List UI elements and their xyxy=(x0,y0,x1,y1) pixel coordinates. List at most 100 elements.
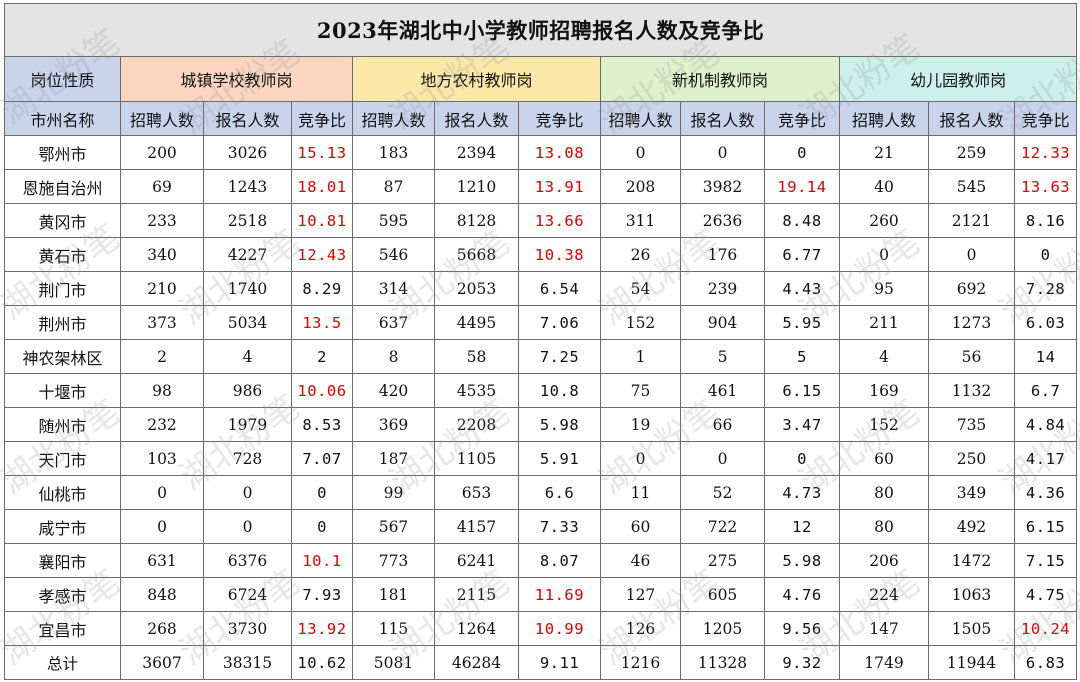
ratio-cell: 10.06 xyxy=(291,373,353,408)
table-title: 2023年湖北中小学教师招聘报名人数及竞争比 xyxy=(3,3,1078,57)
ratio-cell: 6.6 xyxy=(518,475,601,510)
applicant-count-cell: 4157 xyxy=(434,509,519,544)
recruit-count-cell: 637 xyxy=(352,305,435,340)
recruit-count-cell: 268 xyxy=(120,611,204,646)
total-cell: 10.62 xyxy=(291,645,353,680)
applicant-count-cell: 0 xyxy=(928,237,1015,272)
ratio-cell: 12.33 xyxy=(1013,135,1078,170)
recruit-count-cell: 152 xyxy=(839,407,929,442)
recruit-count-cell: 126 xyxy=(600,611,681,646)
recruit-count-cell: 69 xyxy=(120,169,204,204)
ratio-cell: 13.91 xyxy=(518,169,601,204)
applicant-count-cell: 492 xyxy=(928,509,1015,544)
applicant-count-cell: 1105 xyxy=(434,441,519,476)
recruit-count-cell: 169 xyxy=(839,373,929,408)
recruit-count-cell: 224 xyxy=(839,577,929,612)
city-name-cell: 襄阳市 xyxy=(4,543,121,578)
ratio-cell: 6.15 xyxy=(1013,509,1078,544)
applicant-count-cell: 66 xyxy=(680,407,765,442)
recruit-count-cell: 95 xyxy=(839,271,929,306)
recruit-count-cell: 40 xyxy=(839,169,929,204)
total-cell: 6.83 xyxy=(1013,645,1078,680)
ratio-cell: 14 xyxy=(1013,339,1078,374)
applicant-count-cell: 176 xyxy=(680,237,765,272)
applicant-count-cell: 2121 xyxy=(928,203,1015,238)
group-header-urban: 城镇学校教师岗 xyxy=(120,56,353,102)
table-row: 荆门市 210 1740 8.29 314 2053 6.54 54 239 4.43 95 692 7… xyxy=(4,271,1078,306)
table-row: 黄冈市 233 2518 10.81 595 8128 13.66 311 2636 8.48 26… xyxy=(4,203,1078,238)
applicant-count-cell: 3026 xyxy=(203,135,292,170)
applicant-count-cell: 349 xyxy=(928,475,1015,510)
table-row: 荆州市 373 5034 13.5 637 4495 7.06 152 904 5.95 211 12… xyxy=(4,305,1078,340)
ratio-cell: 10.1 xyxy=(291,543,353,578)
applicant-count-cell: 545 xyxy=(928,169,1015,204)
recruitment-table: 2023年湖北中小学教师招聘报名人数及竞争比 岗位性质 城镇学校教师岗 地方农村… xyxy=(3,3,1078,680)
recruit-count-cell: 206 xyxy=(839,543,929,578)
table-row: 神农架林区 2 4 2 8 58 7.25 1 5 5 4 56 14 xyxy=(4,339,1078,374)
ratio-cell: 13.66 xyxy=(518,203,601,238)
applicant-count-cell: 275 xyxy=(680,543,765,578)
total-cell: 3607 xyxy=(120,645,204,680)
applicant-count-cell: 0 xyxy=(680,441,765,476)
ratio-cell: 6.77 xyxy=(764,237,840,272)
ratio-cell: 4.43 xyxy=(764,271,840,306)
group-header-new-mechanism: 新机制教师岗 xyxy=(600,56,840,102)
table-row: 宜昌市 268 3730 13.92 115 1264 10.99 126 1205 9.56 14… xyxy=(4,611,1078,646)
recruit-count-cell: 420 xyxy=(352,373,435,408)
ratio-cell: 19.14 xyxy=(764,169,840,204)
ratio-cell: 13.63 xyxy=(1013,169,1078,204)
recruit-count-cell: 211 xyxy=(839,305,929,340)
applicant-count-cell: 4495 xyxy=(434,305,519,340)
ratio-cell: 4.84 xyxy=(1013,407,1078,442)
ratio-cell: 0 xyxy=(1013,237,1078,272)
applicant-count-cell: 1063 xyxy=(928,577,1015,612)
total-cell: 1216 xyxy=(600,645,681,680)
city-name-cell: 黄石市 xyxy=(4,237,121,272)
col-header-applicants: 报名人数 xyxy=(928,101,1015,136)
ratio-cell: 15.13 xyxy=(291,135,353,170)
applicant-count-cell: 722 xyxy=(680,509,765,544)
applicant-count-cell: 605 xyxy=(680,577,765,612)
col-header-recruit: 招聘人数 xyxy=(120,101,204,136)
recruit-count-cell: 0 xyxy=(120,509,204,544)
recruit-count-cell: 60 xyxy=(600,509,681,544)
applicant-count-cell: 58 xyxy=(434,339,519,374)
applicant-count-cell: 692 xyxy=(928,271,1015,306)
applicant-count-cell: 2518 xyxy=(203,203,292,238)
ratio-cell: 5.91 xyxy=(518,441,601,476)
applicant-count-cell: 4227 xyxy=(203,237,292,272)
col-header-ratio: 竞争比 xyxy=(518,101,601,136)
total-row: 总计 3607 38315 10.62 5081 46284 9.11 1216 11328 9.… xyxy=(4,645,1078,680)
recruit-count-cell: 314 xyxy=(352,271,435,306)
recruit-count-cell: 232 xyxy=(120,407,204,442)
recruit-count-cell: 369 xyxy=(352,407,435,442)
recruit-count-cell: 0 xyxy=(839,237,929,272)
recruit-count-cell: 80 xyxy=(839,475,929,510)
city-name-cell: 十堰市 xyxy=(4,373,121,408)
recruit-count-cell: 181 xyxy=(352,577,435,612)
ratio-cell: 0 xyxy=(291,475,353,510)
applicant-count-cell: 2053 xyxy=(434,271,519,306)
ratio-cell: 4.17 xyxy=(1013,441,1078,476)
ratio-cell: 2 xyxy=(291,339,353,374)
col-header-applicants: 报名人数 xyxy=(434,101,519,136)
ratio-cell: 0 xyxy=(764,135,840,170)
city-name-cell: 黄冈市 xyxy=(4,203,121,238)
applicant-count-cell: 2636 xyxy=(680,203,765,238)
recruit-count-cell: 187 xyxy=(352,441,435,476)
table-row: 天门市 103 728 7.07 187 1105 5.91 0 0 0 60 250 4.17 xyxy=(4,441,1078,476)
city-name-cell: 咸宁市 xyxy=(4,509,121,544)
post-type-label: 岗位性质 xyxy=(4,56,121,102)
total-cell: 1749 xyxy=(839,645,929,680)
table-row: 仙桃市 0 0 0 99 653 6.6 11 52 4.73 80 349 4.36 xyxy=(4,475,1078,510)
applicant-count-cell: 3730 xyxy=(203,611,292,646)
ratio-cell: 9.56 xyxy=(764,611,840,646)
ratio-cell: 18.01 xyxy=(291,169,353,204)
city-name-cell: 宜昌市 xyxy=(4,611,121,646)
ratio-cell: 7.93 xyxy=(291,577,353,612)
table-row: 鄂州市 200 3026 15.13 183 2394 13.08 0 0 0 21 259 12.33 xyxy=(4,135,1078,170)
city-name-cell: 孝感市 xyxy=(4,577,121,612)
applicant-count-cell: 1243 xyxy=(203,169,292,204)
ratio-cell: 8.16 xyxy=(1013,203,1078,238)
col-header-ratio: 竞争比 xyxy=(764,101,840,136)
